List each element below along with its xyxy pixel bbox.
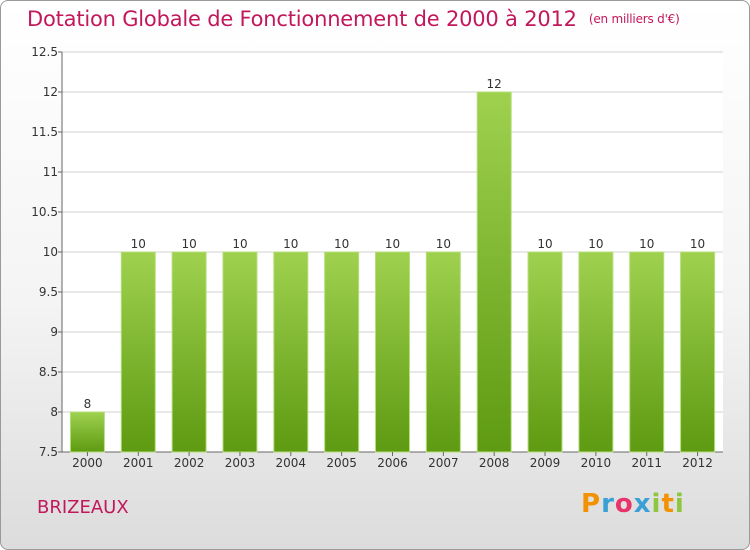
commune-name: BRIZEAUX [37,497,129,518]
y-tick-label: 12.5 [31,45,58,59]
bar [171,251,207,453]
bar [578,251,614,453]
logo-letter: r [601,489,615,519]
bar [680,251,716,453]
data-label: 10 [436,237,451,251]
bar [425,251,461,453]
data-label: 10 [639,237,654,251]
x-tick-label: 2001 [123,456,154,470]
x-tick-label: 2008 [479,456,510,470]
logo-letter: i [674,489,685,519]
x-tick-label: 2000 [72,456,103,470]
y-tick-label: 11.5 [31,125,58,139]
x-tick-label: 2002 [174,456,205,470]
data-label: 10 [181,237,196,251]
y-tick-label: 12 [43,85,58,99]
logo-letter: t [661,489,675,519]
y-tick-label: 10 [43,245,58,259]
bar [222,251,258,453]
bar [273,251,309,453]
chart-title-text: Dotation Globale de Fonctionnement de 20… [27,7,577,31]
bar [375,251,410,453]
y-tick-label: 8 [50,405,58,419]
bar [324,251,360,453]
x-tick-label: 2009 [530,456,561,470]
y-tick-label: 9.5 [39,285,58,299]
x-tick-label: 2005 [326,456,357,470]
data-label: 10 [232,237,247,251]
chart-title: Dotation Globale de Fonctionnement de 20… [27,7,680,31]
x-tick-label: 2010 [581,456,612,470]
data-label: 10 [537,237,552,251]
data-label: 10 [131,237,146,251]
y-tick-label: 9 [50,325,58,339]
data-label: 10 [334,237,349,251]
data-label: 8 [84,397,92,411]
data-label: 10 [385,237,400,251]
x-tick-label: 2004 [276,456,307,470]
y-tick-label: 7.5 [39,445,58,459]
logo-letter: o [614,489,634,519]
x-tick-label: 2011 [631,456,662,470]
y-tick-label: 11 [43,165,58,179]
y-tick-label: 8.5 [39,365,58,379]
bar [69,411,105,453]
x-tick-label: 2007 [428,456,459,470]
logo-letter: P [581,489,602,519]
bar [476,91,512,453]
data-label: 12 [487,77,502,91]
data-label: 10 [690,237,705,251]
bar [527,251,563,453]
data-label: 10 [588,237,603,251]
chart-unit: (en milliers d'€) [588,12,680,26]
bar [120,251,156,453]
y-tick-label: 10.5 [31,205,58,219]
data-label: 10 [283,237,298,251]
x-tick-label: 2012 [682,456,713,470]
logo-letter: i [651,489,662,519]
x-tick-label: 2003 [225,456,256,470]
bar [629,251,665,453]
proxiti-logo[interactable]: Proxiti [581,489,685,519]
logo-letter: x [633,489,652,519]
x-tick-label: 2006 [377,456,408,470]
